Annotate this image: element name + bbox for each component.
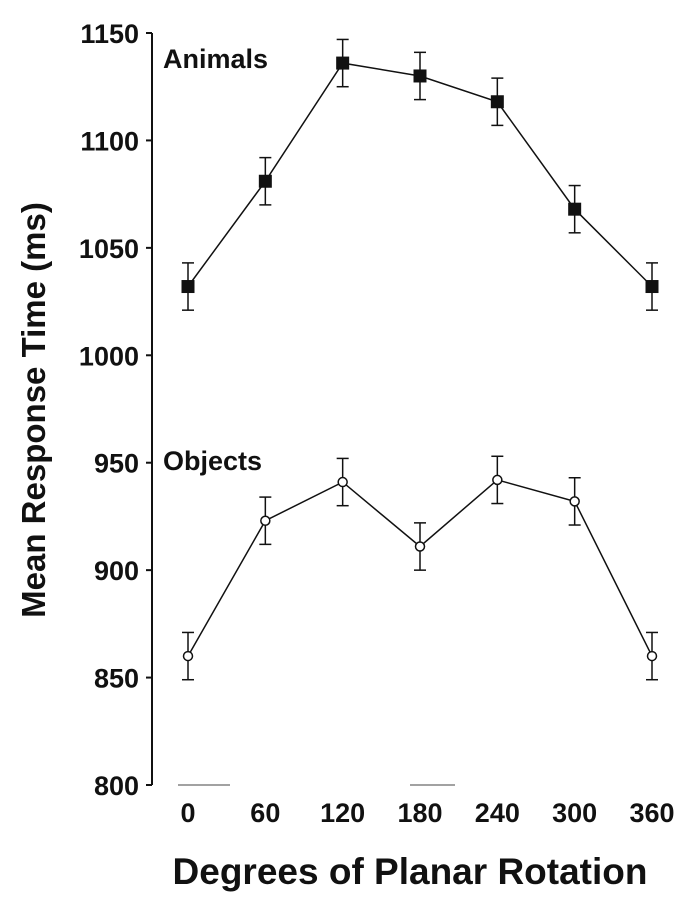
y-tick-label: 1000 [79,341,139,371]
x-tick-label: 60 [250,798,280,828]
y-tick-label: 1100 [80,126,139,156]
x-tick-label: 120 [320,798,365,828]
objects-point [337,476,348,488]
animals-point [568,202,582,216]
series-objects [182,455,658,681]
axes [151,33,455,786]
x-tick-label: 360 [629,798,674,828]
y-tick-label: 1050 [79,234,139,264]
x-tick-label: 180 [397,798,442,828]
series-layer: Animals Objects [163,38,659,681]
animals-point [645,280,659,294]
objects-point [646,650,658,662]
y-axis-title: Mean Response Time (ms) [15,202,52,618]
x-tick-label: 300 [552,798,597,828]
series-label-objects: Objects [163,446,262,476]
objects-point [492,474,503,486]
x-tick-label: 0 [180,798,195,828]
y-tick-label: 850 [94,664,139,694]
series-animals [181,38,659,311]
x-axis-title: Degrees of Planar Rotation [173,851,648,892]
y-tick-label: 1150 [80,19,139,49]
x-ticks: 0 60 120 180 240 300 360 [180,798,674,828]
x-tick-label: 240 [475,798,520,828]
objects-point [414,541,426,552]
animals-point [413,69,427,83]
objects-point [182,650,194,662]
y-tick-label: 800 [94,771,139,801]
objects-point [569,496,580,507]
animals-point [490,95,504,109]
animals-point [181,280,195,294]
series-label-animals: Animals [163,44,268,74]
y-ticks: 800 850 900 950 1000 1050 1100 1150 [79,19,152,801]
animals-point [336,56,350,70]
y-tick-label: 950 [94,449,139,479]
objects-point [260,515,271,526]
animals-point [258,174,272,188]
y-tick-label: 900 [94,556,139,586]
